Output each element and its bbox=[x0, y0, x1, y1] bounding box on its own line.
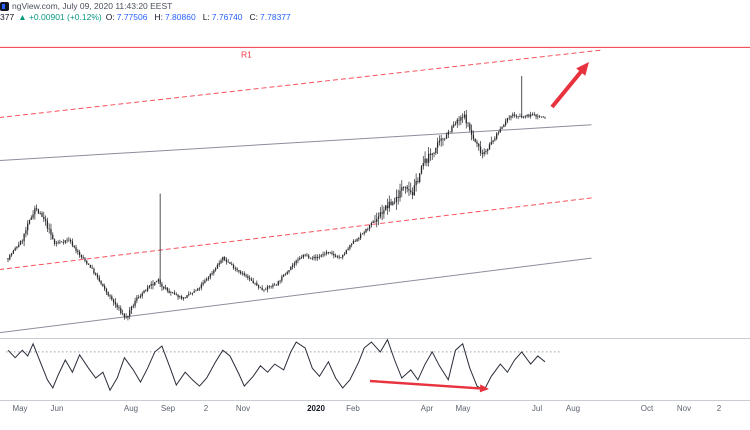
time-axis-label: Aug bbox=[566, 404, 580, 413]
r1-resistance-level[interactable]: R1 bbox=[0, 46, 750, 59]
time-axis-label: May bbox=[12, 404, 27, 413]
time-axis-label: Sep bbox=[161, 404, 176, 413]
time-axis-label: Feb bbox=[346, 404, 360, 413]
trend-channel-lines[interactable] bbox=[0, 49, 601, 334]
r1-label: R1 bbox=[241, 49, 252, 59]
momentum-arrow[interactable] bbox=[369, 379, 489, 393]
time-axis-label: 2 bbox=[204, 404, 209, 413]
panel-dividers bbox=[0, 338, 750, 401]
time-axis-label: May bbox=[455, 404, 470, 413]
oscillator-pane[interactable] bbox=[6, 338, 560, 392]
breakout-arrow[interactable] bbox=[550, 62, 589, 109]
oscillator-line bbox=[7, 338, 546, 392]
time-axis[interactable]: May Jun Aug Sep 2 Nov 2020 Feb Apr May Jul Aug Oct No… bbox=[12, 404, 721, 413]
time-axis-label: Apr bbox=[421, 404, 434, 413]
time-axis-label: Oct bbox=[641, 404, 654, 413]
time-axis-label: Jul bbox=[532, 404, 542, 413]
candles bbox=[7, 76, 546, 321]
time-axis-label: Nov bbox=[236, 404, 250, 413]
time-axis-label: 2 bbox=[717, 404, 722, 413]
time-axis-label: 2020 bbox=[307, 404, 325, 413]
time-axis-label: Jun bbox=[51, 404, 64, 413]
time-axis-label: Aug bbox=[124, 404, 138, 413]
time-axis-label: Nov bbox=[677, 404, 691, 413]
